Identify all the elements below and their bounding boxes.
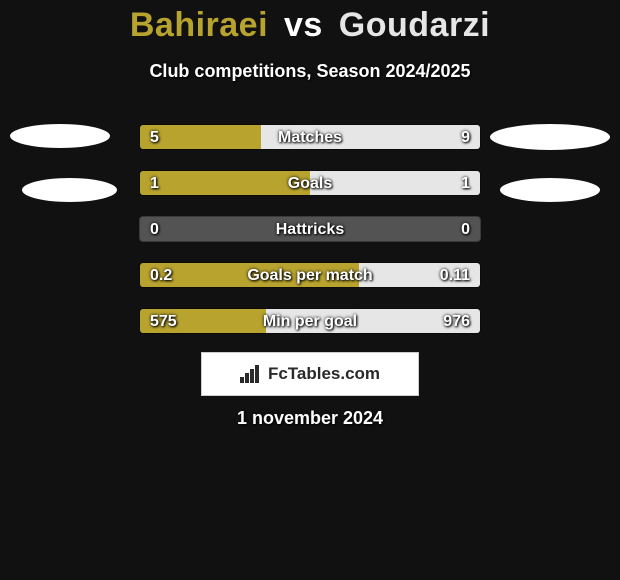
brand-box[interactable]: FcTables.com xyxy=(201,352,419,396)
brand-text: FcTables.com xyxy=(268,364,380,384)
avatar-left xyxy=(10,124,110,148)
brand-bar xyxy=(240,377,244,383)
stat-value-left: 0 xyxy=(150,217,159,242)
stage: Bahiraei vs Goudarzi Club competitions, … xyxy=(0,0,620,580)
brand-bar xyxy=(250,369,254,383)
stat-fill-right xyxy=(310,171,480,195)
comparison-rows: 59Matches 11Goals 0 0Hattricks 0.20.11Goals … xyxy=(139,124,481,354)
date-label: 1 november 2024 xyxy=(0,408,620,429)
stat-row: 0.20.11Goals per match xyxy=(139,262,481,288)
title-vs: vs xyxy=(284,6,323,44)
title-player2: Goudarzi xyxy=(339,6,490,44)
title-player1: Bahiraei xyxy=(130,6,268,44)
avatar-right xyxy=(490,124,610,150)
stat-row: 0 0Hattricks xyxy=(139,216,481,242)
stat-fill-left xyxy=(140,171,310,195)
stat-row: 59Matches xyxy=(139,124,481,150)
avatar-right xyxy=(500,178,600,202)
avatar-left xyxy=(22,178,117,202)
stat-fill-left xyxy=(140,263,359,287)
subtitle: Club competitions, Season 2024/2025 xyxy=(0,61,620,82)
brand-bar xyxy=(255,365,259,383)
stat-row: 11Goals xyxy=(139,170,481,196)
bar-chart-icon xyxy=(240,365,262,383)
brand-bar xyxy=(245,373,249,383)
stat-fill-right xyxy=(261,125,480,149)
stat-value-right: 0 xyxy=(461,217,470,242)
stat-label: Hattricks xyxy=(140,217,480,241)
stat-row: 575976Min per goal xyxy=(139,308,481,334)
stat-fill-left xyxy=(140,309,266,333)
stat-fill-right xyxy=(359,263,480,287)
page-title: Bahiraei vs Goudarzi xyxy=(0,0,620,45)
stat-fill-left xyxy=(140,125,261,149)
stat-fill-right xyxy=(266,309,480,333)
